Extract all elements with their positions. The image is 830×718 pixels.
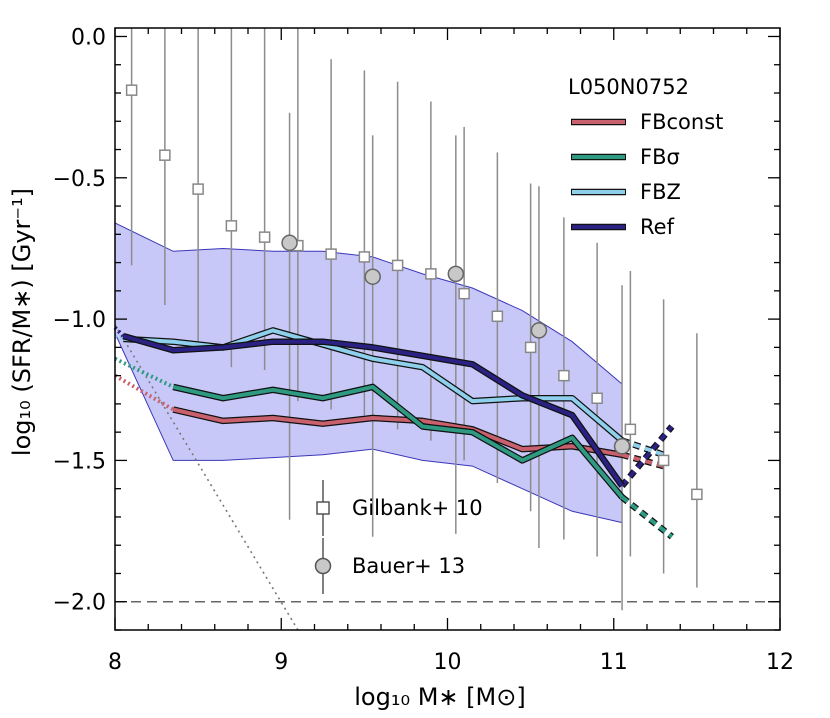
scatter-band [115, 223, 623, 523]
gilbank-10-point [657, 454, 670, 467]
series-ref-dotted [113, 326, 125, 338]
x-tick-label: 9 [274, 650, 288, 675]
bauer-13-point [530, 322, 548, 339]
gilbank-10-point [258, 231, 271, 243]
series-fbconst-dotted [113, 373, 175, 412]
legend-marker-gilbank-10 [316, 501, 330, 515]
bauer-13-point [281, 234, 298, 252]
gilbank-10-point [159, 149, 171, 161]
y-tick-label: −1.0 [53, 308, 106, 333]
gilbank-10-point [591, 392, 603, 404]
series-ref-line [122, 334, 624, 488]
series-fb-line [172, 384, 624, 499]
bauer-13-point [364, 268, 381, 285]
legend-title: L050N0752 [568, 75, 689, 99]
markers-layer [125, 84, 703, 501]
series-fb-dotted [114, 356, 175, 389]
legend-marker-bauer-13 [314, 557, 332, 575]
y-tick-label: −2.0 [53, 591, 106, 616]
gilbank-10-point [425, 268, 437, 280]
shaded-band-layer [115, 222, 623, 524]
axes-text-layer: log₁₀ M∗ [M⊙] log₁₀ (SFR/M∗) [Gyr⁻¹] 8 9 1… [8, 25, 794, 711]
gilbank-10-point [691, 488, 703, 501]
y-tick-label: −0.5 [53, 167, 106, 192]
gilbank-10-point [325, 248, 337, 260]
x-tick-label: 8 [108, 650, 122, 675]
x-tick-label: 11 [600, 650, 628, 675]
axes-frame-layer [114, 27, 781, 631]
bauer-13-point [613, 438, 631, 455]
gilbank-10-point [225, 220, 238, 232]
gilbank-10-point [458, 287, 470, 300]
legend-label-fb: FBσ [640, 145, 680, 169]
legend-label-fbconst: FBconst [640, 110, 723, 134]
legend-label-fbz: FBZ [640, 180, 681, 204]
gilbank-10-point [192, 183, 204, 195]
y-axis-label: log₁₀ (SFR/M∗) [Gyr⁻¹] [8, 188, 36, 456]
gilbank-10-point [624, 423, 637, 436]
x-axis-label: log₁₀ M∗ [M⊙] [354, 683, 525, 711]
y-tick-label: −1.5 [53, 449, 106, 474]
gilbank-10-point [125, 84, 138, 96]
gilbank-10-point [558, 369, 570, 382]
series-fbz-dotted [114, 334, 124, 341]
gilbank-10-point [491, 310, 504, 323]
bauer-13-point [447, 265, 465, 283]
legend-label-ref: Ref [640, 215, 675, 239]
series-fb-dashed [620, 495, 674, 539]
gilbank-10-point [358, 251, 371, 263]
y-tick-label: 0.0 [71, 25, 106, 50]
gilbank-10-point [524, 341, 537, 354]
legend: L050N0752 FBconst FBσ FBZ Ref Gilbank+ 10 Bau… [314, 75, 723, 594]
x-tick-label: 12 [766, 650, 794, 675]
series-ref-dashed [620, 425, 674, 488]
series-fbz-dashed [621, 438, 665, 457]
legend-label-gilbank-10: Gilbank+ 10 [352, 496, 483, 520]
legend-label-bauer-13: Bauer+ 13 [352, 554, 465, 578]
gilbank-10-point [391, 259, 404, 272]
model-lines-layer [113, 326, 675, 540]
x-tick-label: 10 [434, 650, 462, 675]
